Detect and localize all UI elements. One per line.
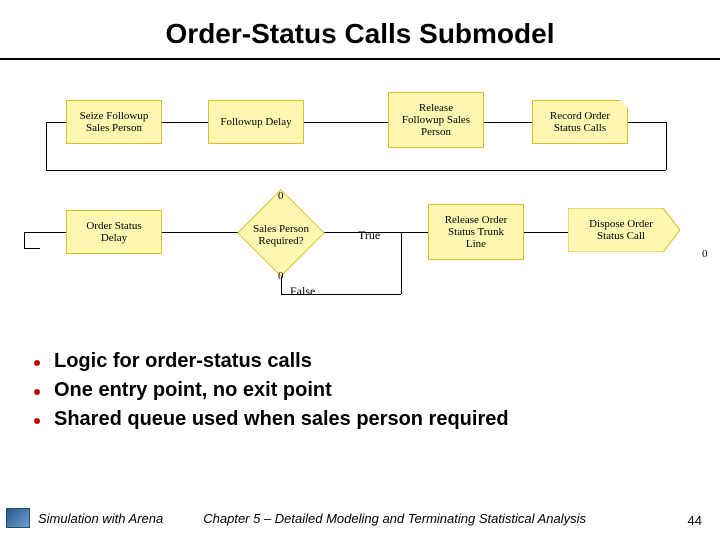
bullet-item: One entry point, no exit point [34,379,509,402]
bullet-text: Logic for order-status calls [54,350,312,373]
connector-line [628,122,666,123]
book-icon [6,508,30,528]
process-node: ReleaseFollowup SalesPerson [388,92,484,148]
connector-line [304,122,388,123]
connector-line [162,122,208,123]
decision-node [237,189,325,277]
process-node: Followup Delay [208,100,304,144]
title-underline [0,58,720,60]
process-node: Seize FollowupSales Person [66,100,162,144]
bullet-dot-icon [34,418,40,424]
connector-line [24,248,40,249]
counter-value: 0 [702,248,708,260]
connector-line [46,122,47,170]
connector-line [524,232,568,233]
connector-line [46,170,666,171]
connector-line [484,122,532,123]
process-node: Order StatusDelay [66,210,162,254]
connector-line [401,232,402,294]
counter-value: 0 [278,270,284,282]
slide-title: Order-Status Calls Submodel [0,0,720,58]
bullet-dot-icon [34,360,40,366]
connector-line [24,232,66,233]
slide-footer: Simulation with Arena Chapter 5 – Detail… [0,508,720,528]
title-text: Order-Status Calls Submodel [166,18,555,49]
counter-value: 0 [278,190,284,202]
record-node: Record OrderStatus Calls [532,100,628,144]
footer-center: Chapter 5 – Detailed Modeling and Termin… [203,511,586,526]
page-number-text: 44 [688,513,702,528]
bullet-text: Shared queue used when sales person requ… [54,408,509,431]
process-node: Release OrderStatus TrunkLine [428,204,524,260]
bullet-dot-icon [34,389,40,395]
edge-label: True [358,228,380,243]
connector-line [666,122,667,170]
dispose-node: Dispose OrderStatus Call [568,208,680,252]
connector-line [24,232,25,248]
bullet-text: One entry point, no exit point [54,379,332,402]
edge-label: False [290,284,315,299]
bullet-item: Logic for order-status calls [34,350,509,373]
connector-line [46,122,66,123]
page-number: 44 [688,513,702,528]
bullet-list: Logic for order-status calls One entry p… [34,350,509,437]
flowchart-diagram: Seize FollowupSales Person Followup Delay… [0,70,720,330]
footer-left: Simulation with Arena [38,511,163,526]
bullet-item: Shared queue used when sales person requ… [34,408,509,431]
